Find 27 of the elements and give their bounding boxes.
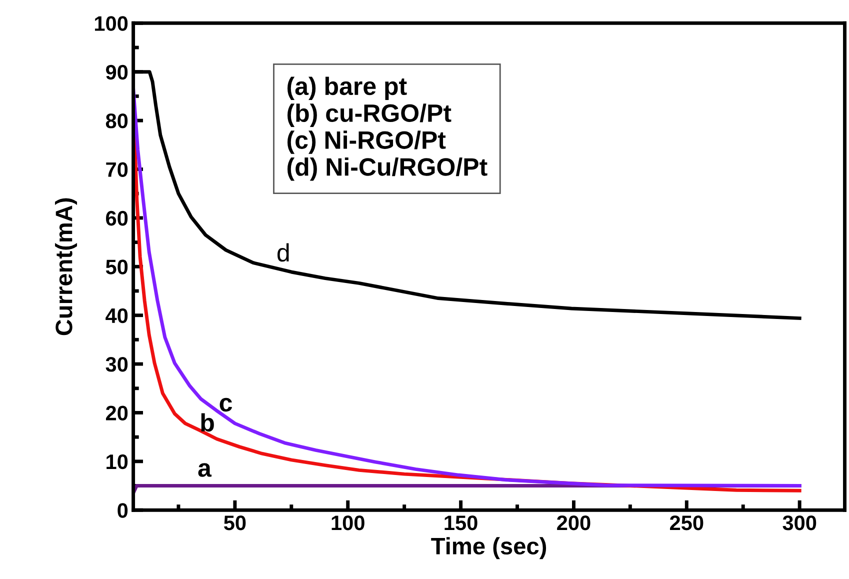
y-tick-label: 40: [106, 308, 128, 324]
y-tick-label: 80: [106, 114, 128, 128]
y-tick-label: 30: [106, 357, 128, 372]
y-tick-label: 0: [118, 503, 128, 518]
y-tick-label: 60: [106, 210, 128, 226]
series-label: d: [278, 243, 289, 262]
y-tick-label: 100: [94, 16, 128, 31]
y-tick-label: 10: [106, 454, 128, 470]
y-axis-title: Current(mA): [55, 198, 78, 336]
y-tick-label: 70: [106, 162, 128, 177]
annotation: (a) bare pt: [288, 76, 407, 100]
series-label: a: [198, 463, 212, 477]
y-tick-label: 50: [106, 260, 128, 274]
annotation: (b) cu-RGO/Pt: [288, 104, 452, 127]
y-tick-label: 20: [106, 406, 128, 420]
x-tick-label: 250: [670, 516, 704, 530]
y-tick-label: 90: [106, 64, 128, 80]
series-label: c: [220, 398, 232, 412]
x-tick-label: 300: [782, 516, 816, 530]
series-label: b: [201, 413, 214, 432]
annotation: (d) Ni-Cu/RGO/Pt: [288, 158, 488, 181]
annotation: (c) Ni-RGO/Pt: [288, 130, 446, 154]
x-axis-title: Time (sec): [431, 537, 546, 560]
x-tick-label: 100: [332, 516, 364, 530]
x-tick-label: 200: [557, 516, 590, 530]
x-tick-label: 50: [224, 516, 246, 530]
x-tick-label: 150: [444, 516, 478, 530]
